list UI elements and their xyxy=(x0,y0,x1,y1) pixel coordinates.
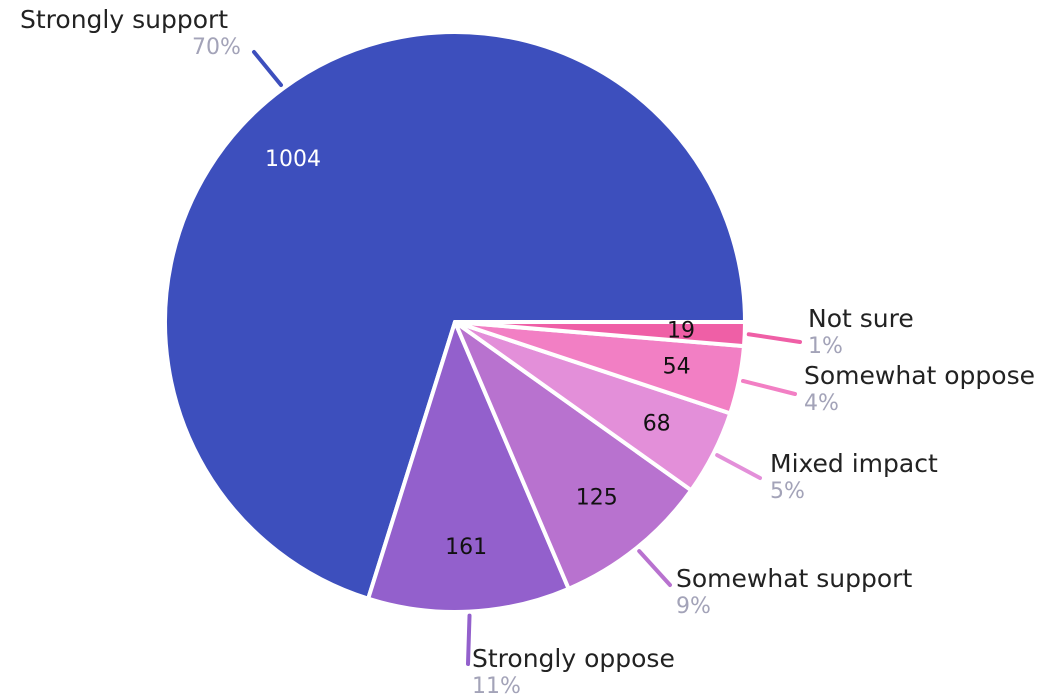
pie-slices xyxy=(163,30,747,614)
leader-line-strongly-oppose xyxy=(466,613,472,666)
leader-line-strongly-support xyxy=(252,50,283,88)
percent-label-not-sure: 1% xyxy=(808,334,843,359)
category-label-not-sure: Not sure xyxy=(808,304,914,333)
value-label-somewhat-oppose: 54 xyxy=(663,354,691,379)
pie-slice-strongly-support xyxy=(163,30,747,601)
category-label-mixed-impact: Mixed impact xyxy=(770,449,938,478)
pie-slice-strongly-oppose xyxy=(366,320,571,614)
pie-slice-not-sure xyxy=(453,320,747,349)
value-label-mixed-impact: 68 xyxy=(643,411,671,436)
value-label-not-sure: 19 xyxy=(667,318,695,343)
percent-label-somewhat-oppose: 4% xyxy=(804,391,839,416)
percent-label-strongly-support: 70% xyxy=(192,35,241,60)
leader-line-mixed-impact xyxy=(715,453,762,480)
leader-line-somewhat-support xyxy=(637,549,672,587)
category-label-strongly-support: Strongly support xyxy=(20,5,228,34)
percent-label-strongly-oppose: 11% xyxy=(472,674,521,699)
leader-line-not-sure xyxy=(746,332,802,344)
value-label-strongly-oppose: 161 xyxy=(445,535,487,560)
pie-slice-somewhat-support xyxy=(453,320,694,591)
category-label-somewhat-oppose: Somewhat oppose xyxy=(804,361,1035,390)
percent-label-mixed-impact: 5% xyxy=(770,479,805,504)
percent-label-somewhat-support: 9% xyxy=(676,594,711,619)
leader-line-somewhat-oppose xyxy=(741,378,797,396)
leader-lines xyxy=(252,50,802,666)
value-label-strongly-support: 1004 xyxy=(265,147,321,172)
category-label-somewhat-support: Somewhat support xyxy=(676,564,912,593)
category-label-strongly-oppose: Strongly oppose xyxy=(472,644,675,673)
value-label-somewhat-support: 125 xyxy=(576,485,618,510)
